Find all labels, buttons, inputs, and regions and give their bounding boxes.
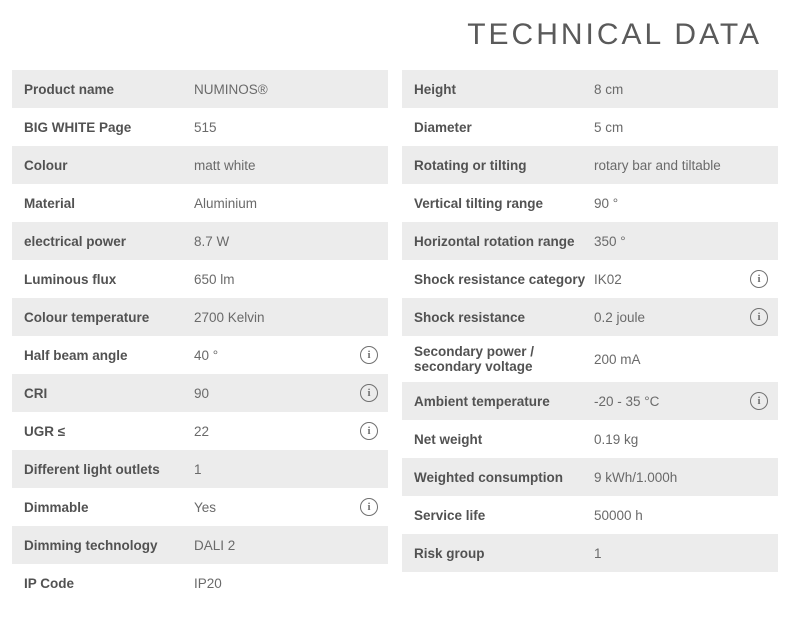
spec-row: Rotating or tiltingrotary bar and tiltab…: [402, 146, 778, 184]
spec-row: electrical power8.7 W: [12, 222, 388, 260]
spec-label: Different light outlets: [24, 462, 194, 477]
page-title: TECHNICAL DATA: [0, 0, 790, 70]
info-icon[interactable]: [360, 422, 378, 440]
spec-label: Dimming technology: [24, 538, 194, 553]
spec-row: Horizontal rotation range350 °: [402, 222, 778, 260]
spec-row: Service life50000 h: [402, 496, 778, 534]
spec-row: BIG WHITE Page515: [12, 108, 388, 146]
info-slot: [744, 270, 768, 288]
spec-row: Dimming technologyDALI 2: [12, 526, 388, 564]
info-icon[interactable]: [360, 498, 378, 516]
spec-column-left: Product nameNUMINOS®BIG WHITE Page515Col…: [12, 70, 388, 602]
info-icon[interactable]: [750, 392, 768, 410]
spec-row: Different light outlets1: [12, 450, 388, 488]
spec-label: CRI: [24, 386, 194, 401]
info-icon[interactable]: [360, 384, 378, 402]
info-slot: [354, 384, 378, 402]
spec-label: BIG WHITE Page: [24, 120, 194, 135]
spec-label: Shock resistance: [414, 310, 594, 325]
spec-row: Shock resistance categoryIK02: [402, 260, 778, 298]
spec-value: 40 °: [194, 348, 354, 363]
spec-columns: Product nameNUMINOS®BIG WHITE Page515Col…: [0, 70, 790, 602]
info-slot: [354, 498, 378, 516]
spec-value: 90: [194, 386, 354, 401]
info-icon[interactable]: [360, 346, 378, 364]
spec-row: MaterialAluminium: [12, 184, 388, 222]
spec-row: Weighted consumption9 kWh/1.000h: [402, 458, 778, 496]
spec-label: Material: [24, 196, 194, 211]
info-slot: [354, 346, 378, 364]
spec-row: Shock resistance0.2 joule: [402, 298, 778, 336]
spec-row: Ambient temperature-20 - 35 °C: [402, 382, 778, 420]
info-slot: [744, 392, 768, 410]
spec-row: DimmableYes: [12, 488, 388, 526]
info-icon[interactable]: [750, 270, 768, 288]
spec-row: Net weight0.19 kg: [402, 420, 778, 458]
spec-row: Colour temperature2700 Kelvin: [12, 298, 388, 336]
spec-label: Net weight: [414, 432, 594, 447]
spec-label: Colour temperature: [24, 310, 194, 325]
spec-row: Secondary power / secondary voltage200 m…: [402, 336, 778, 382]
spec-row: Half beam angle40 °: [12, 336, 388, 374]
spec-value: matt white: [194, 158, 354, 173]
info-icon[interactable]: [750, 308, 768, 326]
spec-label: Half beam angle: [24, 348, 194, 363]
spec-row: CRI90: [12, 374, 388, 412]
spec-label: Product name: [24, 82, 194, 97]
spec-label: Service life: [414, 508, 594, 523]
spec-value: 0.2 joule: [594, 310, 744, 325]
info-slot: [354, 422, 378, 440]
spec-label: Ambient temperature: [414, 394, 594, 409]
spec-row: IP CodeIP20: [12, 564, 388, 602]
spec-value: -20 - 35 °C: [594, 394, 744, 409]
spec-label: Horizontal rotation range: [414, 234, 594, 249]
spec-column-right: Height8 cmDiameter5 cmRotating or tiltin…: [402, 70, 778, 602]
spec-label: Diameter: [414, 120, 594, 135]
spec-value: 2700 Kelvin: [194, 310, 354, 325]
spec-value: 650 lm: [194, 272, 354, 287]
spec-label: Colour: [24, 158, 194, 173]
spec-value: Aluminium: [194, 196, 354, 211]
spec-value: 350 °: [594, 234, 744, 249]
spec-row: UGR ≤22: [12, 412, 388, 450]
spec-row: Luminous flux650 lm: [12, 260, 388, 298]
spec-value: 22: [194, 424, 354, 439]
spec-value: DALI 2: [194, 538, 354, 553]
spec-label: Risk group: [414, 546, 594, 561]
spec-value: 0.19 kg: [594, 432, 744, 447]
spec-label: electrical power: [24, 234, 194, 249]
spec-row: Risk group1: [402, 534, 778, 572]
spec-value: 90 °: [594, 196, 744, 211]
spec-value: 5 cm: [594, 120, 744, 135]
spec-value: IK02: [594, 272, 744, 287]
spec-value: 515: [194, 120, 354, 135]
spec-value: rotary bar and tiltable: [594, 158, 744, 173]
spec-value: 50000 h: [594, 508, 744, 523]
spec-value: 9 kWh/1.000h: [594, 470, 744, 485]
spec-label: Weighted consumption: [414, 470, 594, 485]
spec-label: Vertical tilting range: [414, 196, 594, 211]
spec-value: NUMINOS®: [194, 82, 354, 97]
spec-label: UGR ≤: [24, 424, 194, 439]
spec-value: 200 mA: [594, 352, 744, 367]
spec-value: 8.7 W: [194, 234, 354, 249]
spec-label: Rotating or tilting: [414, 158, 594, 173]
spec-label: Shock resistance category: [414, 272, 594, 287]
spec-value: IP20: [194, 576, 354, 591]
spec-value: 1: [194, 462, 354, 477]
info-slot: [744, 308, 768, 326]
spec-label: Height: [414, 82, 594, 97]
spec-row: Diameter5 cm: [402, 108, 778, 146]
spec-row: Product nameNUMINOS®: [12, 70, 388, 108]
spec-row: Colourmatt white: [12, 146, 388, 184]
spec-value: 8 cm: [594, 82, 744, 97]
spec-row: Height8 cm: [402, 70, 778, 108]
spec-value: Yes: [194, 500, 354, 515]
spec-label: Luminous flux: [24, 272, 194, 287]
spec-label: Dimmable: [24, 500, 194, 515]
spec-value: 1: [594, 546, 744, 561]
spec-label: Secondary power / secondary voltage: [414, 344, 594, 374]
spec-label: IP Code: [24, 576, 194, 591]
spec-row: Vertical tilting range90 °: [402, 184, 778, 222]
